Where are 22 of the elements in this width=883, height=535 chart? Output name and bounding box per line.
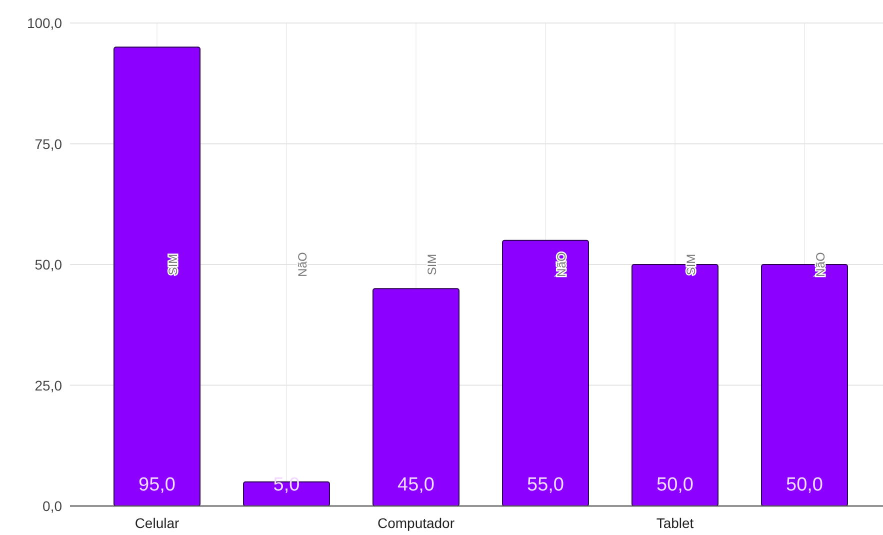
data-label: 55,0 [527,474,564,496]
bar [114,46,200,506]
text: SIM [166,254,180,276]
series-label: SIM [684,254,698,276]
text: NãO [554,252,568,277]
x-tick-label: Computador [377,515,455,531]
data-label: 45,0 [398,474,434,496]
series-label: NãO [814,252,828,277]
x-tick-label: Tablet [656,515,694,531]
data-label: 95,0 [138,474,176,496]
y-tick-label: 75,0 [34,136,62,152]
data-label: 50,0 [786,474,823,496]
y-tick-label: 0,0 [42,498,62,514]
y-tick-label: 100,0 [26,15,62,31]
y-tick-label: 50,0 [34,256,62,272]
x-tick-label: Celular [134,515,180,531]
bar [502,240,589,506]
text: SIM [425,254,439,276]
text: NãO [296,252,310,277]
bar [372,288,460,506]
data-label: 50,0 [656,474,694,496]
y-tick-label: 25,0 [34,377,62,394]
